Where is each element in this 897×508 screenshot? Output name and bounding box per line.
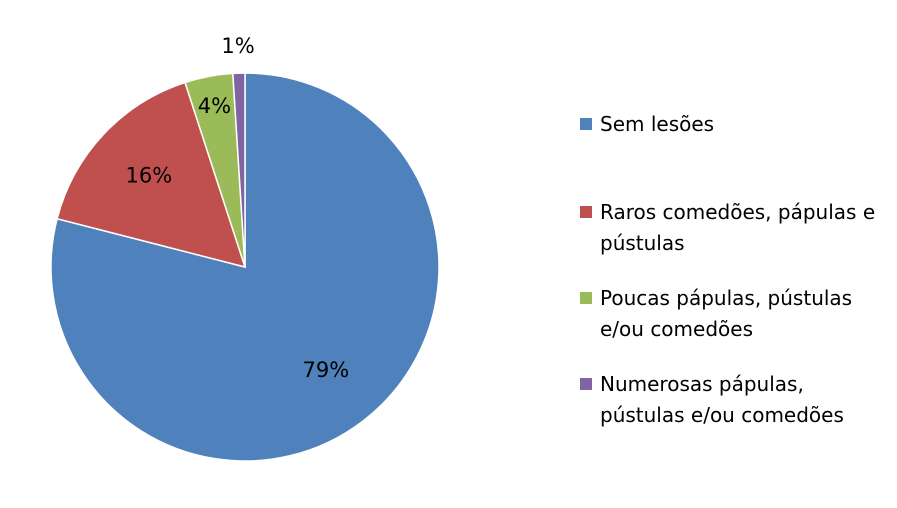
legend-swatch — [580, 118, 592, 130]
data-label: 4% — [198, 94, 231, 118]
pie-slice — [56, 81, 247, 269]
legend-item: Poucas pápulas, pústulas e/ou comedões — [580, 283, 880, 345]
pie-slice — [232, 72, 246, 268]
data-label: 79% — [303, 358, 350, 382]
data-label: 16% — [125, 164, 172, 188]
data-label: 1% — [221, 34, 254, 58]
legend-item: Numerosas pápulas, pústulas e/ou comedõe… — [580, 369, 880, 431]
legend-label: Sem lesões — [600, 112, 715, 136]
legend-label: Numerosas pápulas, pústulas e/ou comedõe… — [600, 372, 844, 427]
pie-slice — [50, 72, 440, 462]
legend-swatch — [580, 292, 592, 304]
legend-label: Poucas pápulas, pústulas e/ou comedões — [600, 286, 853, 341]
legend-label: Raros comedões, pápulas e pústulas — [600, 200, 876, 255]
legend-item: Sem lesões — [580, 109, 880, 140]
legend-swatch — [580, 206, 592, 218]
legend-swatch — [580, 378, 592, 390]
legend-item: Raros comedões, pápulas e pústulas — [580, 197, 880, 259]
